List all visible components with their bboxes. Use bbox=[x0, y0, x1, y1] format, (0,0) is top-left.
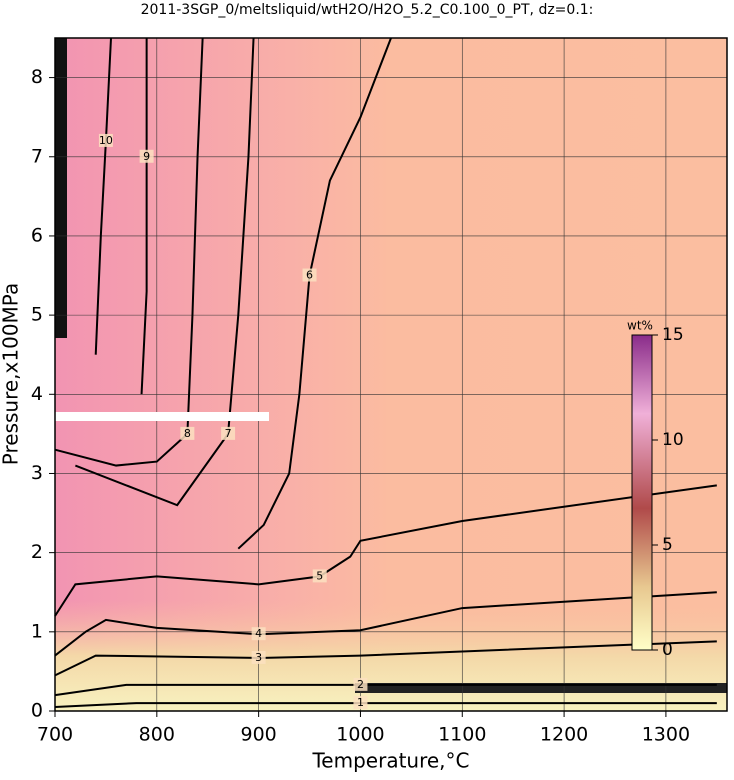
y-tick-label: 3 bbox=[31, 462, 43, 484]
y-tick-label: 7 bbox=[31, 145, 43, 167]
contour-label: 7 bbox=[225, 427, 232, 440]
contour-label: 5 bbox=[316, 569, 323, 582]
chart-title: 2011-3SGP_0/meltsliquid/wtH2O/H2O_5.2_C0… bbox=[141, 2, 594, 18]
x-tick-label: 1200 bbox=[540, 724, 588, 746]
contour-line bbox=[54, 683, 717, 697]
contours: 1 2 3 4 5 6 7 8 9 10 bbox=[54, 37, 717, 710]
y-tick-label: 5 bbox=[31, 304, 43, 326]
x-tick-label: 1100 bbox=[438, 724, 486, 746]
contour-label-bg bbox=[251, 650, 266, 664]
contour-label: 1 bbox=[357, 696, 364, 709]
contour-label-bg bbox=[312, 569, 327, 583]
y-tick-label: 8 bbox=[31, 66, 43, 88]
contour-line bbox=[54, 702, 717, 709]
colorbar-tick-label: 15 bbox=[662, 325, 684, 345]
x-axis-label: Temperature,°C bbox=[311, 749, 469, 773]
y-tick-label: 2 bbox=[31, 541, 43, 563]
contour-line bbox=[94, 37, 112, 355]
x-tick-label: 800 bbox=[139, 724, 175, 746]
x-tick-label: 1300 bbox=[642, 724, 690, 746]
contour-label-bg bbox=[353, 677, 368, 691]
contour-label: 9 bbox=[143, 150, 150, 163]
y-tick-label: 1 bbox=[31, 620, 43, 642]
y-tick-label: 6 bbox=[31, 224, 43, 246]
contour-label-bg bbox=[251, 627, 266, 641]
dense-band bbox=[355, 683, 727, 693]
contour-line bbox=[54, 591, 717, 657]
contour-label-bg bbox=[180, 426, 195, 440]
contour-label: 2 bbox=[357, 678, 364, 691]
y-tick-label: 4 bbox=[31, 383, 43, 405]
y-tick-label: 0 bbox=[31, 700, 43, 722]
contour-line bbox=[140, 38, 148, 395]
colorbar-tick-label: 5 bbox=[662, 535, 673, 555]
x-tick-label: 900 bbox=[241, 724, 277, 746]
y-axis-label: Pressure,x100MPa bbox=[0, 283, 23, 465]
contour-label-bg bbox=[221, 426, 236, 440]
masked-strip bbox=[55, 412, 269, 421]
contour-label-bg bbox=[302, 268, 317, 282]
plot-frame bbox=[54, 37, 728, 712]
contour-label: 10 bbox=[99, 134, 113, 147]
colorbar bbox=[631, 334, 653, 651]
x-tick-label: 700 bbox=[37, 724, 73, 746]
contour-line bbox=[237, 37, 392, 550]
colorbar-label: wt% bbox=[627, 319, 653, 333]
colorbar-tick-label: 0 bbox=[662, 640, 673, 660]
contour-label-bg bbox=[98, 133, 113, 147]
contour-label-bg bbox=[353, 696, 368, 710]
contour-label: 4 bbox=[255, 627, 262, 640]
dense-region bbox=[55, 38, 67, 338]
contour-label: 8 bbox=[184, 427, 191, 440]
x-tick-label: 1000 bbox=[336, 724, 384, 746]
colorbar-tick-label: 10 bbox=[662, 430, 684, 450]
contour-label-bg bbox=[139, 149, 154, 163]
contour-label: 6 bbox=[306, 269, 313, 282]
contour-label: 3 bbox=[255, 651, 262, 664]
